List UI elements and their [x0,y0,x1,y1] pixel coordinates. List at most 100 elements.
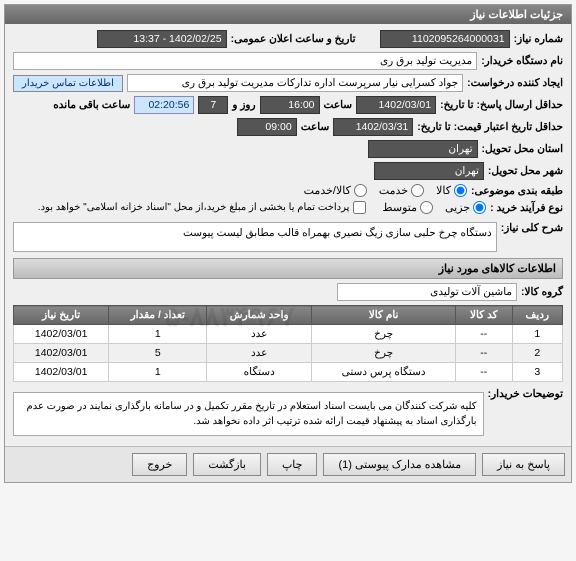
proc-mot[interactable]: متوسط [382,201,433,214]
th-name: نام کالا [312,306,456,325]
class-kala[interactable]: کالا [436,184,467,197]
proc-label: نوع فرآیند خرید : [490,202,563,214]
city-label: شهر محل تحویل: [488,165,563,177]
cell-qty: 5 [109,344,207,363]
cell-name: چرخ [312,344,456,363]
cell-name: چرخ [312,325,456,344]
cell-name: دستگاه پرس دستی [312,363,456,382]
class-radio-group: کالا خدمت کالا/خدمت [304,184,467,197]
items-section-title: اطلاعات کالاهای مورد نیاز [13,258,563,279]
footer-buttons: پاسخ به نیاز مشاهده مدارک پیوستی (1) چاپ… [5,446,571,482]
class-kalakhadamat-label: کالا/خدمت [304,184,351,197]
class-kalakhadamat-radio[interactable] [354,184,367,197]
cell-date: 1402/03/01 [14,363,109,382]
th-date: تاریخ نیاز [14,306,109,325]
th-unit: واحد شمارش [207,306,312,325]
deadline-label: حداقل ارسال پاسخ: تا تاریخ: [440,99,563,111]
row-deadline: حداقل ارسال پاسخ: تا تاریخ: 1402/03/01 س… [13,96,563,114]
class-kala-radio[interactable] [454,184,467,197]
cell-code: -- [455,325,512,344]
valid-time: 09:00 [237,118,297,136]
row-proc: نوع فرآیند خرید : جزیی متوسط پرداخت تمام… [13,201,563,214]
row-desc: شرح کلی نیاز: دستگاه چرخ حلبی سازی زیگ ن… [13,222,563,252]
cell-row: 1 [512,325,562,344]
cell-qty: 1 [109,325,207,344]
time-label-1: ساعت [324,99,353,111]
need-no-label: شماره نیاز: [514,33,563,45]
class-kalakhadamat[interactable]: کالا/خدمت [304,184,367,197]
creator-label: ایجاد کننده درخواست: [467,77,563,89]
notes-label: توضیحات خریدار: [488,388,563,400]
cell-unit: دستگاه [207,363,312,382]
row-location: استان محل تحویل: تهران [13,140,563,158]
proc-jozi[interactable]: جزیی [445,201,486,214]
th-qty: تعداد / مقدار [109,306,207,325]
back-button[interactable]: بازگشت [193,453,261,476]
reply-button[interactable]: پاسخ به نیاز [482,453,565,476]
pay-checkbox[interactable] [353,201,366,214]
class-label: طبقه بندی موضوعی: [471,185,563,197]
cell-qty: 1 [109,363,207,382]
proc-jozi-label: جزیی [445,201,470,214]
city-value: تهران [374,162,484,180]
proc-mot-label: متوسط [382,201,417,214]
th-row: ردیف [512,306,562,325]
panel-title: جزئیات اطلاعات نیاز [5,5,571,24]
cell-row: 2 [512,344,562,363]
desc-value: دستگاه چرخ حلبی سازی زیگ نصیری بهمراه قا… [13,222,497,252]
need-no-value: 1102095264000031 [380,30,510,48]
th-code: کد کالا [455,306,512,325]
proc-radio-group: جزیی متوسط [382,201,486,214]
valid-label: حداقل تاریخ اعتبار قیمت: تا تاریخ: [417,121,563,133]
class-kala-label: کالا [436,184,451,197]
items-table: ردیف کد کالا نام کالا واحد شمارش تعداد /… [13,305,563,382]
cell-unit: عدد [207,344,312,363]
day-n-value: 7 [198,96,228,114]
cell-unit: عدد [207,325,312,344]
contact-button[interactable]: اطلاعات تماس خریدار [13,75,123,92]
pub-date-label: تاریخ و ساعت اعلان عمومی: [231,33,356,45]
class-khadamat[interactable]: خدمت [379,184,424,197]
details-panel: جزئیات اطلاعات نیاز شماره نیاز: 11020952… [4,4,572,483]
row-creator: ایجاد کننده درخواست: جواد کسرایی نیار سر… [13,74,563,92]
cell-row: 3 [512,363,562,382]
print-button[interactable]: چاپ [267,453,318,476]
buyer-label: نام دستگاه خریدار: [481,55,563,67]
loc-value: تهران [368,140,478,158]
attach-button[interactable]: مشاهده مدارک پیوستی (1) [323,453,476,476]
cell-date: 1402/03/01 [14,325,109,344]
notes-value: کلیه شرکت کنندگان می بایست اسناد استعلام… [13,392,484,436]
row-notes: توضیحات خریدار: کلیه شرکت کنندگان می بای… [13,388,563,436]
desc-label: شرح کلی نیاز: [501,222,563,234]
cell-code: -- [455,344,512,363]
exit-button[interactable]: خروج [132,453,187,476]
creator-value: جواد کسرایی نیار سرپرست اداره تدارکات مد… [127,74,463,92]
row-valid: حداقل تاریخ اعتبار قیمت: تا تاریخ: 1402/… [13,118,563,136]
form-body: شماره نیاز: 1102095264000031 تاریخ و ساع… [5,24,571,446]
valid-date: 1402/03/31 [333,118,413,136]
cell-date: 1402/03/01 [14,344,109,363]
loc-label: استان محل تحویل: [482,143,563,155]
table-row[interactable]: 3--دستگاه پرس دستیدستگاه11402/03/01 [14,363,563,382]
class-khadamat-radio[interactable] [411,184,424,197]
group-value: ماشین آلات تولیدی [337,283,517,301]
row-buyer: نام دستگاه خریدار: مدیریت تولید برق ری [13,52,563,70]
proc-mot-radio[interactable] [420,201,433,214]
table-header-row: ردیف کد کالا نام کالا واحد شمارش تعداد /… [14,306,563,325]
row-city: شهر محل تحویل: تهران [13,162,563,180]
row-class: طبقه بندی موضوعی: کالا خدمت کالا/خدمت [13,184,563,197]
remain-label: ساعت باقی مانده [53,99,130,111]
group-label: گروه کالا: [521,286,563,298]
proc-jozi-radio[interactable] [473,201,486,214]
cell-code: -- [455,363,512,382]
table-body: 1--چرخعدد11402/03/012--چرخعدد51402/03/01… [14,325,563,382]
day-n-label: روز و [232,99,255,111]
row-need-no: شماره نیاز: 1102095264000031 تاریخ و ساع… [13,30,563,48]
countdown-value: 02:20:56 [134,96,194,114]
pay-note: پرداخت تمام یا بخشی از مبلغ خرید،از محل … [38,202,350,213]
table-row[interactable]: 1--چرخعدد11402/03/01 [14,325,563,344]
buyer-value: مدیریت تولید برق ری [13,52,477,70]
pay-check-row[interactable]: پرداخت تمام یا بخشی از مبلغ خرید،از محل … [38,201,367,214]
row-group: گروه کالا: ماشین آلات تولیدی [13,283,563,301]
table-row[interactable]: 2--چرخعدد51402/03/01 [14,344,563,363]
